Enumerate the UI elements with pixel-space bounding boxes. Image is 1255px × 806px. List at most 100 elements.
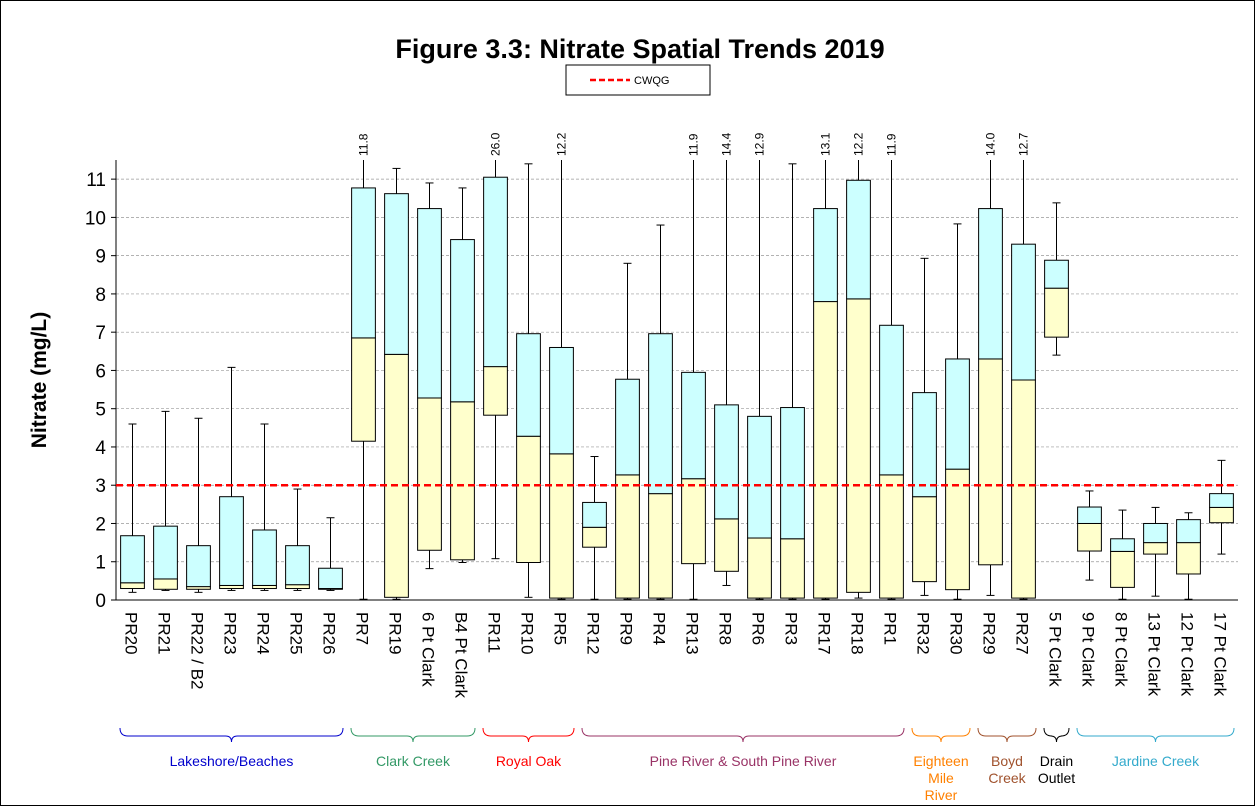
box-upper: [879, 324, 904, 476]
group-brace: [1076, 727, 1235, 743]
y-axis-label: Nitrate (mg/L): [28, 312, 51, 449]
box-upper: [219, 496, 244, 586]
max-label: 12.2: [555, 132, 569, 156]
y-tick-label: 4: [95, 438, 106, 459]
x-tick-label: PR19: [386, 612, 405, 655]
box-upper: [351, 187, 376, 339]
x-tick-label: PR25: [287, 612, 306, 655]
box-lower: [1176, 542, 1201, 575]
max-label: 12.2: [852, 132, 866, 156]
x-tick-label: PR18: [848, 612, 867, 655]
max-label: 11.9: [885, 133, 899, 156]
y-tick-label: 2: [95, 514, 106, 535]
group-label: Boyd: [991, 753, 1023, 769]
group-label: Clark Creek: [376, 753, 451, 769]
x-tick-label: PR1: [881, 612, 900, 645]
x-tick-label: PR7: [353, 612, 372, 645]
x-tick-label: 6 Pt Clark: [419, 612, 438, 687]
group-brace: [482, 727, 575, 743]
box-lower: [879, 474, 904, 599]
box-lower: [681, 478, 706, 565]
box-lower: [483, 366, 508, 416]
box-upper: [681, 371, 706, 480]
y-tick-label: 7: [95, 323, 106, 344]
box-upper: [780, 407, 805, 540]
box-upper: [252, 529, 277, 586]
max-label: 14.0: [984, 132, 998, 156]
x-tick-label: 5 Pt Clark: [1046, 612, 1065, 687]
group-label: Drain: [1040, 753, 1073, 769]
box-upper: [417, 208, 442, 399]
x-tick-label: PR17: [815, 612, 834, 655]
box-upper: [318, 567, 343, 590]
x-tick-label: PR13: [683, 612, 702, 655]
x-tick-label: PR11: [485, 612, 504, 653]
x-tick-label: PR24: [254, 612, 273, 655]
box-lower: [615, 474, 640, 599]
group-label: Lakeshore/Beaches: [170, 753, 294, 769]
box-lower: [285, 584, 310, 590]
max-label: 26.0: [489, 132, 503, 156]
group-label: River: [925, 787, 958, 803]
group-brace: [1043, 727, 1070, 743]
box-lower: [516, 435, 541, 564]
box-upper: [1176, 519, 1201, 544]
x-tick-label: PR22 / B2: [188, 612, 207, 690]
group-label: Pine River & South Pine River: [650, 753, 837, 769]
box-upper: [450, 239, 475, 403]
x-tick-label: 8 Pt Clark: [1112, 612, 1131, 687]
box-lower: [648, 493, 673, 599]
box-upper: [813, 208, 838, 303]
x-tick-label: PR32: [914, 612, 933, 655]
x-tick-label: PR3: [782, 612, 801, 645]
box-upper: [648, 333, 673, 495]
max-label: 11.9: [687, 133, 701, 156]
box-lower: [846, 298, 871, 593]
box-lower: [582, 526, 607, 548]
legend-label: CWQG: [634, 75, 669, 87]
box-lower: [1143, 542, 1168, 555]
x-tick-label: PR12: [584, 612, 603, 655]
box-upper: [1143, 522, 1168, 544]
box-lower: [1209, 506, 1234, 524]
max-label: 12.9: [753, 132, 767, 156]
box-upper: [582, 501, 607, 528]
box-upper: [1110, 538, 1135, 552]
y-tick-label: 9: [95, 247, 106, 268]
box-lower: [1011, 379, 1036, 599]
x-tick-label: PR4: [650, 612, 669, 645]
group-label: Royal Oak: [496, 753, 562, 769]
box-lower: [714, 518, 739, 572]
group-brace: [911, 727, 971, 743]
x-tick-label: B4 Pt Clark: [452, 612, 471, 698]
box-upper: [747, 415, 772, 539]
max-label: 13.1: [819, 132, 833, 156]
x-tick-label: PR5: [551, 612, 570, 645]
x-tick-label: PR8: [716, 612, 735, 645]
y-tick-label: 3: [95, 476, 106, 497]
box-upper: [912, 392, 937, 498]
box-lower: [351, 337, 376, 442]
box-upper: [384, 193, 409, 355]
max-label: 11.8: [357, 133, 371, 156]
chart-title: Figure 3.3: Nitrate Spatial Trends 2019: [395, 34, 884, 64]
box-lower: [120, 582, 145, 590]
box-upper: [714, 404, 739, 520]
x-tick-label: PR9: [617, 612, 636, 645]
box-upper: [186, 545, 211, 588]
group-brace: [977, 727, 1037, 743]
box-lower: [780, 538, 805, 599]
box-lower: [1110, 550, 1135, 588]
box-upper: [615, 378, 640, 476]
x-tick-label: PR21: [155, 612, 174, 655]
box-lower: [549, 453, 574, 599]
box-upper: [516, 333, 541, 437]
box-lower: [450, 401, 475, 561]
x-tick-label: PR20: [122, 612, 141, 655]
box-lower: [747, 537, 772, 599]
x-tick-label: PR10: [518, 612, 537, 655]
box-upper: [1077, 506, 1102, 524]
group-label: Creek: [988, 770, 1026, 786]
box-upper: [1011, 243, 1036, 381]
